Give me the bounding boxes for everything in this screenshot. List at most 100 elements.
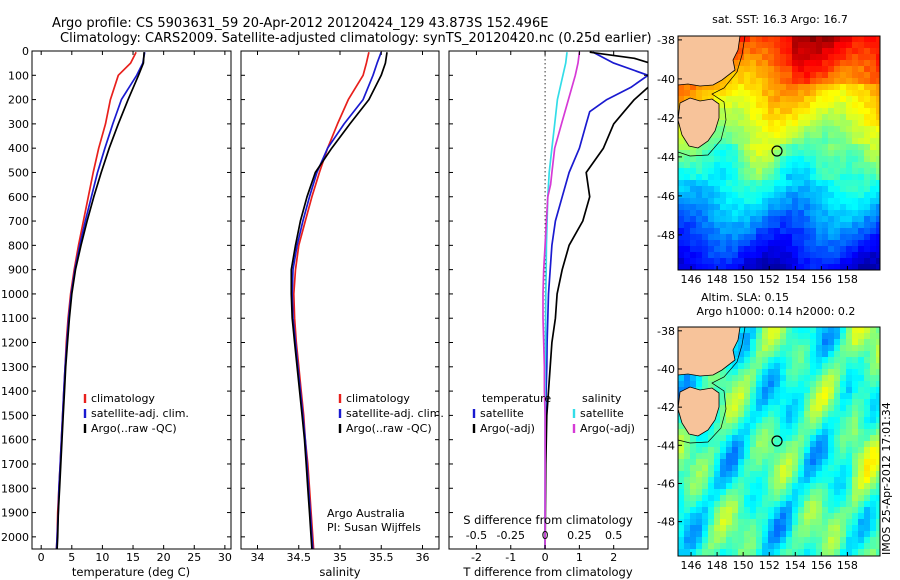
map-cell	[834, 375, 841, 382]
map-cell	[720, 144, 727, 151]
map-cell	[816, 351, 823, 358]
map-cell	[738, 459, 745, 466]
map-cell	[756, 495, 763, 502]
map-cell	[810, 162, 817, 169]
map-cell	[732, 525, 739, 532]
map-cell	[690, 204, 697, 211]
map-cell	[840, 351, 847, 358]
map-x-tick-label: 156	[811, 273, 832, 286]
map-cell	[864, 447, 871, 454]
map-cell	[864, 120, 871, 127]
map-cell	[840, 453, 847, 460]
map-cell	[822, 48, 829, 55]
map-cell	[822, 357, 829, 364]
map-cell	[858, 357, 865, 364]
y-tick-label: 400	[8, 142, 29, 155]
map-cell	[738, 48, 745, 55]
map-cell	[762, 48, 769, 55]
map-cell	[678, 234, 685, 241]
map-cell	[780, 72, 787, 79]
map-cell	[870, 327, 877, 334]
map-cell	[714, 168, 721, 175]
map-cell	[798, 387, 805, 394]
series-line-differences-s-argo-adj	[542, 52, 581, 549]
map-cell	[876, 333, 880, 340]
map-cell	[720, 441, 727, 448]
map-cell	[768, 465, 775, 472]
map-x-tick-label: 148	[707, 559, 728, 572]
map-cell	[690, 240, 697, 247]
map-cell	[810, 483, 817, 490]
map-cell	[840, 537, 847, 544]
map-cell	[822, 180, 829, 187]
map-cell	[750, 102, 757, 109]
map-cell	[828, 108, 835, 115]
map-cell	[678, 144, 685, 151]
map-cell	[696, 246, 703, 253]
x-tick-label: 34	[251, 551, 265, 564]
map-cell	[774, 114, 781, 121]
s-tick-label: -0.5	[466, 529, 487, 542]
map-cell	[852, 264, 859, 270]
map-cell	[858, 240, 865, 247]
map-cell	[762, 441, 769, 448]
map-cell	[684, 168, 691, 175]
map-cell	[822, 204, 829, 211]
map-cell	[876, 375, 880, 382]
map-cell	[816, 210, 823, 217]
map-cell	[876, 132, 880, 139]
map-cell	[786, 453, 793, 460]
map-cell	[732, 345, 739, 352]
map-cell	[774, 477, 781, 484]
map-cell	[738, 489, 745, 496]
map-cell	[840, 513, 847, 520]
map-cell	[852, 168, 859, 175]
map-cell	[744, 78, 751, 85]
map-cell	[804, 507, 811, 514]
y-tick-label: 1400	[1, 385, 29, 398]
map-cell	[834, 114, 841, 121]
map-cell	[834, 228, 841, 235]
map-cell	[702, 429, 709, 436]
map-cell	[840, 240, 847, 247]
map-cell	[684, 375, 691, 382]
map-cell	[756, 357, 763, 364]
map-cell	[840, 60, 847, 67]
map-cell	[834, 150, 841, 157]
map-cell	[780, 150, 787, 157]
map-cell	[810, 42, 817, 49]
legend-label: Argo(-adj)	[480, 422, 535, 435]
map-cell	[756, 96, 763, 103]
sla-float-marker	[771, 435, 783, 447]
map-cell	[750, 495, 757, 502]
map-cell	[798, 477, 805, 484]
map-cell	[852, 489, 859, 496]
map-cell	[792, 144, 799, 151]
map-cell	[828, 264, 835, 270]
map-cell	[828, 423, 835, 430]
map-cell	[798, 327, 805, 334]
map-cell	[720, 549, 727, 556]
map-cell	[774, 465, 781, 472]
map-cell	[768, 543, 775, 550]
map-cell	[840, 90, 847, 97]
map-cell	[816, 333, 823, 340]
map-cell	[798, 234, 805, 241]
map-cell	[684, 186, 691, 193]
map-cell	[726, 204, 733, 211]
map-cell	[852, 186, 859, 193]
map-cell	[780, 513, 787, 520]
map-cell	[810, 543, 817, 550]
y-tick-label: 1800	[1, 482, 29, 495]
map-cell	[786, 405, 793, 412]
map-y-tick-label: -46	[657, 190, 675, 203]
y-tick-label: 600	[8, 191, 29, 204]
map-cell	[744, 156, 751, 163]
map-cell	[840, 345, 847, 352]
map-cell	[678, 423, 685, 430]
map-cell	[744, 333, 751, 340]
map-cell	[834, 489, 841, 496]
map-cell	[870, 477, 877, 484]
map-cell	[870, 54, 877, 61]
